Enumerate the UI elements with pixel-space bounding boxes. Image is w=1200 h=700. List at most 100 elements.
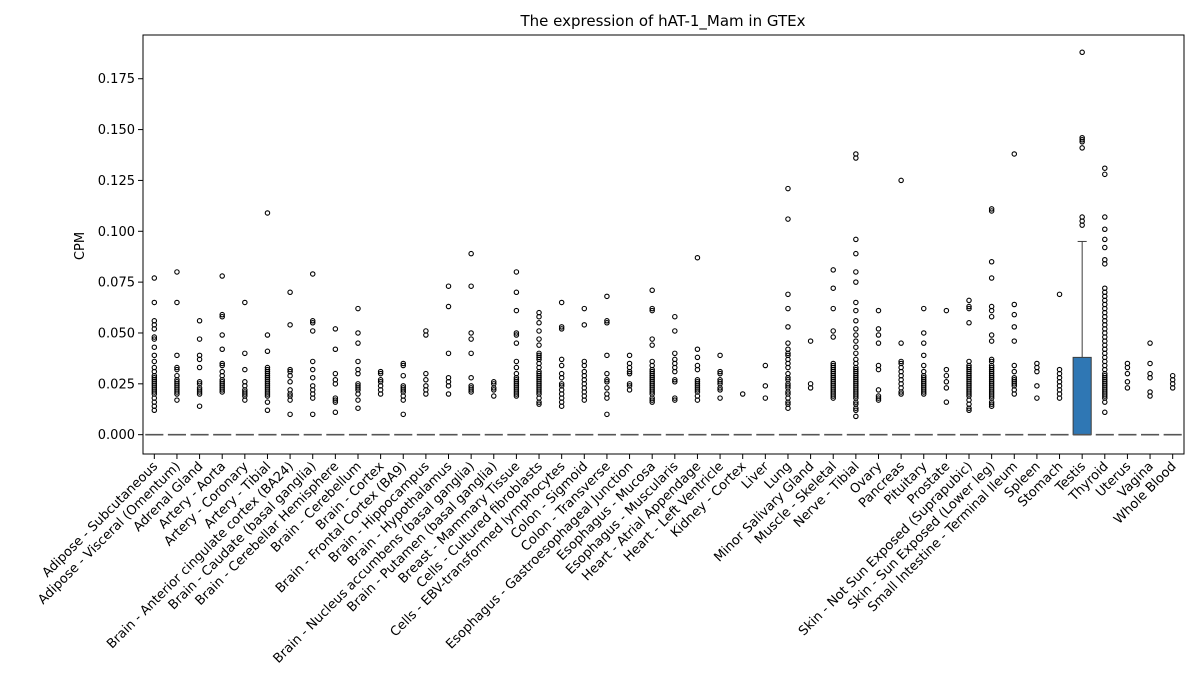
outlier-point — [943, 385, 950, 391]
outlier-point — [174, 397, 180, 403]
outlier-point — [785, 399, 791, 405]
outlier-point — [966, 407, 972, 414]
y-tick-label: 0.025 — [98, 377, 135, 392]
outlier-point — [830, 305, 836, 312]
outlier-point — [174, 389, 180, 395]
outlier-point — [785, 374, 791, 381]
outlier-point — [1034, 383, 1040, 389]
y-tick-label: 0.100 — [98, 225, 135, 240]
outlier-point — [853, 236, 859, 243]
outlier-point — [355, 397, 361, 403]
outlier-point — [1102, 244, 1108, 251]
outlier-point — [988, 356, 995, 363]
outlier-point — [875, 387, 882, 393]
outlier-point — [898, 177, 904, 184]
outlier-point — [966, 391, 972, 397]
outlier-point — [445, 350, 452, 357]
outlier-point — [400, 372, 406, 379]
box-40 — [1050, 291, 1069, 436]
outlier-point — [242, 350, 248, 357]
outlier-point — [151, 407, 158, 414]
outlier-point — [920, 305, 927, 312]
box-4 — [235, 299, 254, 436]
outlier-point — [581, 322, 588, 328]
outlier-point — [853, 155, 859, 161]
outlier-point — [513, 393, 520, 399]
outlier-point — [1102, 393, 1108, 399]
outlier-point — [966, 297, 972, 304]
outlier-point — [785, 350, 791, 357]
box-28 — [778, 185, 798, 436]
outlier-point — [943, 366, 950, 373]
box-17 — [529, 309, 549, 436]
outlier-point — [672, 313, 678, 320]
outlier-point — [717, 387, 723, 393]
outlier-point — [445, 391, 452, 397]
box-20 — [597, 293, 616, 436]
outlier-point — [1124, 370, 1131, 377]
outlier-point — [196, 356, 203, 363]
outlier-point — [604, 395, 610, 401]
outlier-point — [536, 354, 542, 361]
box-13 — [439, 283, 458, 436]
outlier-point — [1079, 222, 1085, 228]
box-23 — [665, 313, 684, 436]
outlier-point — [1056, 395, 1063, 401]
outlier-point — [649, 397, 655, 403]
outlier-point — [287, 397, 293, 403]
chart-title: The expression of hAT-1_Mam in GTEx — [520, 12, 806, 31]
outlier-point — [943, 372, 950, 379]
outlier-point — [264, 210, 271, 216]
outlier-point — [513, 289, 520, 296]
outlier-point — [242, 391, 248, 397]
outlier-point — [943, 307, 950, 314]
outlier-point — [332, 399, 339, 405]
outlier-point — [875, 307, 882, 314]
outlier-point — [151, 334, 158, 340]
outlier-point — [1079, 139, 1085, 145]
outlier-point — [264, 332, 271, 338]
outlier-point — [853, 326, 859, 332]
outlier-point — [626, 387, 633, 393]
outlier-point — [423, 391, 429, 397]
outlier-point — [649, 336, 655, 342]
outlier-point — [400, 411, 406, 418]
outlier-point — [309, 358, 316, 365]
outlier-point — [151, 352, 158, 359]
outlier-point — [875, 340, 882, 346]
outlier-point — [151, 326, 158, 332]
outlier-point — [1102, 399, 1108, 405]
outlier-point — [853, 350, 859, 357]
box-12 — [416, 328, 435, 436]
outlier-point — [1102, 226, 1108, 232]
outlier-point — [264, 348, 271, 355]
outlier-point — [694, 387, 701, 393]
outlier-point — [558, 299, 565, 306]
outlier-point — [853, 279, 859, 285]
outlier-point — [287, 379, 293, 385]
outlier-point — [581, 305, 588, 312]
outlier-point — [151, 358, 158, 365]
outlier-point — [468, 250, 474, 257]
box-34 — [914, 305, 933, 436]
box-43 — [1118, 360, 1137, 436]
outlier-point — [309, 320, 316, 326]
outlier-point — [309, 374, 316, 381]
box-42 — [1095, 165, 1114, 436]
outlier-point — [1102, 171, 1108, 178]
outlier-point — [807, 338, 814, 344]
box-30 — [824, 267, 843, 436]
box-6 — [281, 289, 300, 436]
outlier-point — [762, 395, 769, 401]
outlier-point — [920, 340, 927, 346]
outlier-point — [219, 362, 225, 369]
outlier-point — [604, 385, 610, 391]
outlier-point — [920, 362, 927, 369]
outlier-point — [377, 391, 384, 397]
outlier-point — [1034, 368, 1040, 375]
outlier-point — [830, 285, 836, 291]
outlier-point — [332, 346, 339, 352]
outlier-point — [853, 413, 859, 420]
